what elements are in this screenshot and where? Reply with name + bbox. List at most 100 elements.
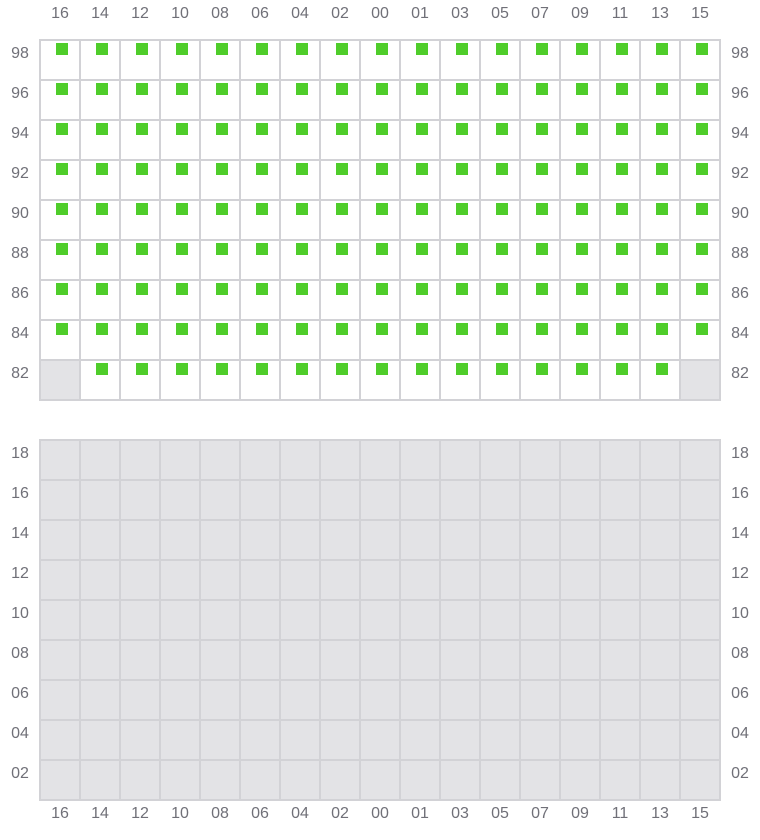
grid-cell[interactable] — [80, 360, 120, 400]
grid-cell[interactable] — [280, 760, 320, 800]
grid-cell[interactable] — [160, 40, 200, 80]
grid-cell[interactable] — [520, 200, 560, 240]
grid-cell[interactable] — [440, 360, 480, 400]
grid-cell[interactable] — [120, 120, 160, 160]
grid-cell[interactable] — [320, 240, 360, 280]
grid-cell[interactable] — [560, 600, 600, 640]
grid-cell[interactable] — [160, 760, 200, 800]
grid-cell[interactable] — [640, 640, 680, 680]
grid-cell[interactable] — [440, 720, 480, 760]
grid-cell[interactable] — [640, 240, 680, 280]
grid-cell[interactable] — [360, 680, 400, 720]
grid-cell[interactable] — [480, 680, 520, 720]
grid-cell[interactable] — [160, 240, 200, 280]
grid-cell[interactable] — [120, 80, 160, 120]
grid-cell[interactable] — [680, 280, 720, 320]
grid-cell[interactable] — [200, 240, 240, 280]
grid-cell[interactable] — [360, 120, 400, 160]
grid-cell[interactable] — [640, 480, 680, 520]
grid-cell[interactable] — [240, 680, 280, 720]
grid-cell[interactable] — [440, 600, 480, 640]
grid-cell[interactable] — [400, 320, 440, 360]
grid-cell[interactable] — [440, 200, 480, 240]
grid-cell[interactable] — [280, 40, 320, 80]
grid-cell[interactable] — [640, 720, 680, 760]
grid-cell[interactable] — [120, 320, 160, 360]
grid-cell[interactable] — [120, 760, 160, 800]
grid-cell[interactable] — [480, 240, 520, 280]
grid-cell[interactable] — [520, 360, 560, 400]
grid-cell[interactable] — [240, 280, 280, 320]
grid-cell[interactable] — [240, 480, 280, 520]
grid-cell[interactable] — [40, 240, 80, 280]
grid-cell[interactable] — [560, 160, 600, 200]
grid-cell[interactable] — [320, 680, 360, 720]
grid-cell[interactable] — [640, 200, 680, 240]
grid-cell[interactable] — [360, 320, 400, 360]
grid-cell[interactable] — [560, 440, 600, 480]
grid-cell[interactable] — [160, 280, 200, 320]
grid-cell[interactable] — [440, 160, 480, 200]
grid-cell[interactable] — [680, 120, 720, 160]
grid-cell[interactable] — [440, 480, 480, 520]
grid-cell[interactable] — [320, 600, 360, 640]
grid-cell[interactable] — [600, 440, 640, 480]
grid-cell[interactable] — [40, 40, 80, 80]
grid-cell[interactable] — [40, 80, 80, 120]
grid-cell[interactable] — [200, 160, 240, 200]
grid-cell[interactable] — [600, 200, 640, 240]
grid-cell[interactable] — [680, 440, 720, 480]
grid-cell[interactable] — [560, 640, 600, 680]
grid-cell[interactable] — [520, 720, 560, 760]
grid-cell[interactable] — [360, 520, 400, 560]
grid-cell[interactable] — [160, 600, 200, 640]
grid-cell[interactable] — [80, 120, 120, 160]
grid-cell[interactable] — [280, 720, 320, 760]
grid-cell[interactable] — [640, 760, 680, 800]
grid-cell[interactable] — [400, 160, 440, 200]
grid-cell[interactable] — [80, 200, 120, 240]
grid-cell[interactable] — [480, 280, 520, 320]
grid-cell[interactable] — [560, 120, 600, 160]
grid-cell[interactable] — [240, 160, 280, 200]
grid-cell[interactable] — [200, 640, 240, 680]
grid-cell[interactable] — [240, 320, 280, 360]
grid-cell[interactable] — [680, 240, 720, 280]
grid-cell[interactable] — [40, 200, 80, 240]
grid-cell[interactable] — [680, 520, 720, 560]
grid-cell[interactable] — [280, 560, 320, 600]
grid-cell[interactable] — [120, 520, 160, 560]
grid-cell[interactable] — [280, 480, 320, 520]
grid-cell[interactable] — [680, 560, 720, 600]
grid-cell[interactable] — [480, 760, 520, 800]
grid-cell[interactable] — [680, 680, 720, 720]
grid-cell[interactable] — [520, 520, 560, 560]
grid-cell[interactable] — [400, 720, 440, 760]
grid-cell[interactable] — [160, 680, 200, 720]
grid-cell[interactable] — [520, 440, 560, 480]
grid-cell[interactable] — [200, 120, 240, 160]
grid-cell[interactable] — [560, 200, 600, 240]
grid-cell[interactable] — [640, 520, 680, 560]
grid-cell[interactable] — [160, 80, 200, 120]
grid-cell[interactable] — [240, 40, 280, 80]
grid-cell[interactable] — [320, 640, 360, 680]
grid-cell[interactable] — [320, 120, 360, 160]
grid-cell[interactable] — [680, 360, 720, 400]
grid-cell[interactable] — [680, 320, 720, 360]
grid-cell[interactable] — [320, 80, 360, 120]
grid-cell[interactable] — [520, 160, 560, 200]
grid-cell[interactable] — [360, 360, 400, 400]
grid-cell[interactable] — [480, 160, 520, 200]
grid-cell[interactable] — [440, 280, 480, 320]
grid-cell[interactable] — [360, 440, 400, 480]
grid-cell[interactable] — [80, 760, 120, 800]
grid-cell[interactable] — [360, 80, 400, 120]
grid-cell[interactable] — [200, 440, 240, 480]
grid-cell[interactable] — [360, 240, 400, 280]
grid-cell[interactable] — [600, 320, 640, 360]
grid-cell[interactable] — [280, 520, 320, 560]
grid-cell[interactable] — [440, 320, 480, 360]
grid-cell[interactable] — [120, 680, 160, 720]
grid-cell[interactable] — [200, 80, 240, 120]
